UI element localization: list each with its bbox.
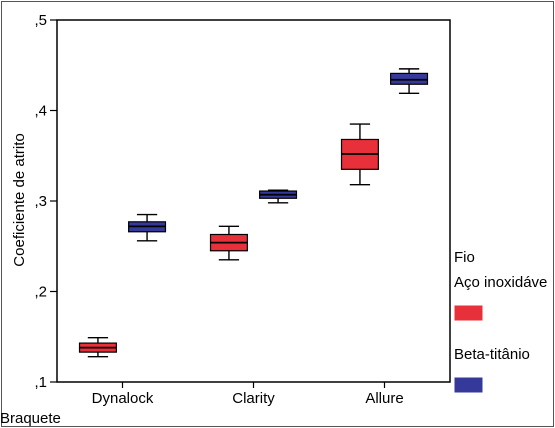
legend-swatch — [454, 377, 483, 393]
x-tick-label: Clarity — [232, 390, 275, 407]
legend: Fio Aço inoxidáve Beta-titânio — [454, 249, 547, 393]
box-aco-dynalock — [78, 336, 117, 358]
x-tick-label: Dynalock — [92, 390, 154, 407]
box-beta-dynalock — [128, 213, 167, 242]
box-series — [78, 68, 429, 358]
y-axis-title: Coeficiente de atrito — [11, 133, 28, 266]
x-axis: Dynalock Clarity Allure — [92, 382, 404, 407]
x-axis-title: Braquete — [0, 410, 61, 427]
legend-swatch — [454, 305, 483, 321]
box-beta-clarity — [259, 189, 298, 204]
y-tick-label: ,1 — [34, 374, 47, 391]
y-axis: ,1 ,2 ,3 ,4 ,5 — [34, 12, 57, 391]
legend-label: Beta-titânio — [454, 346, 530, 363]
x-tick-label: Allure — [365, 390, 403, 407]
box-iqr — [390, 72, 429, 85]
y-tick-label: ,5 — [34, 12, 47, 29]
box-aco-allure — [340, 123, 379, 186]
y-tick-label: ,4 — [34, 103, 47, 120]
legend-label: Aço inoxidáve — [454, 274, 547, 291]
box-beta-allure — [390, 68, 429, 95]
y-tick-label: ,2 — [34, 284, 47, 301]
y-tick-label: ,3 — [34, 193, 47, 210]
legend-title: Fio — [454, 249, 475, 266]
box-aco-clarity — [209, 225, 248, 261]
